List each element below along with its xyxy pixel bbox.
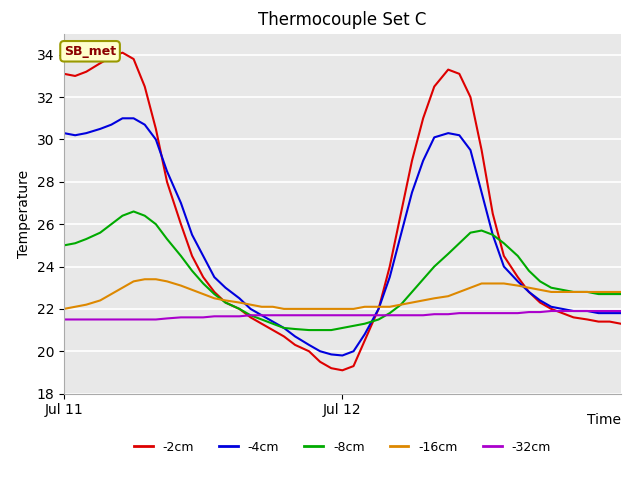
- Text: Time: Time: [587, 413, 621, 427]
- Y-axis label: Temperature: Temperature: [17, 169, 31, 258]
- Legend: -2cm, -4cm, -8cm, -16cm, -32cm: -2cm, -4cm, -8cm, -16cm, -32cm: [129, 436, 556, 459]
- Title: Thermocouple Set C: Thermocouple Set C: [258, 11, 427, 29]
- Text: SB_met: SB_met: [64, 45, 116, 58]
